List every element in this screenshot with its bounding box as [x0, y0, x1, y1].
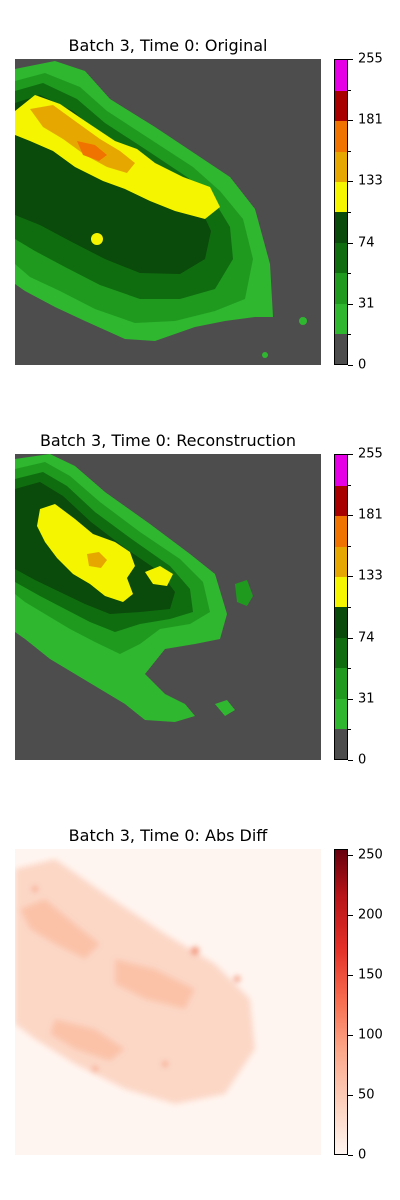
colorbar-segment-3: [335, 242, 347, 274]
colorbar-tick-4: [348, 243, 353, 244]
colorbar-tick-label-4: 181: [358, 112, 383, 128]
colorbar-tick-label-5: 255: [358, 51, 383, 67]
colorbar-minor-tick-3: [348, 668, 351, 669]
colorbar-tick-4: [348, 638, 353, 639]
reconstruction-title: Batch 3, Time 0: Reconstruction: [39, 431, 297, 450]
colorbar-segment-4: [335, 212, 347, 243]
colorbar-minor-tick-5: [348, 607, 351, 608]
colorbar-segment-0: [335, 728, 347, 760]
colorbar-minor-tick-9: [348, 90, 351, 91]
colorbar-tick-8: [348, 515, 353, 516]
colorbar-tick-label-3: 133: [358, 568, 383, 584]
colorbar-minor-tick-7: [348, 546, 351, 547]
colorbar-segment-8: [335, 485, 347, 517]
colorbar-tick-8: [348, 120, 353, 121]
colorbar-segment-0: [335, 333, 347, 365]
colorbar-tick-label-0: 0: [358, 1147, 367, 1163]
colorbar-segment-3: [335, 637, 347, 669]
colorbar-tick-label-0: 0: [358, 357, 367, 373]
colorbar-minor-tick-1: [348, 334, 351, 335]
colorbar-minor-tick-1: [348, 729, 351, 730]
colorbar-minor-tick-9: [348, 485, 351, 486]
colorbar-tick-6: [348, 181, 353, 182]
colorbar-segment-1: [335, 303, 347, 335]
original-heatmap: [15, 59, 321, 365]
absdiff-panel: Batch 3, Time 0: Abs Diff 0 50 100 150 200 25…: [0, 790, 400, 1185]
absdiff-colorbar: [334, 849, 348, 1155]
colorbar-tick-2: [348, 1035, 353, 1036]
colorbar-tick-1: [348, 1095, 353, 1096]
colorbar-segment-8: [335, 90, 347, 122]
colorbar-segment-5: [335, 576, 347, 608]
colorbar-tick-2: [348, 304, 353, 305]
colorbar-tick-2: [348, 699, 353, 700]
colorbar-tick-label-2: 74: [358, 630, 375, 646]
colorbar-tick-label-1: 31: [358, 296, 375, 312]
colorbar-tick-label-2: 74: [358, 235, 375, 251]
colorbar-tick-label-1: 31: [358, 691, 375, 707]
colorbar-tick-0: [348, 365, 353, 366]
colorbar-tick-10: [348, 59, 353, 60]
colorbar-tick-label-4: 200: [358, 907, 383, 923]
colorbar-tick-label-2: 100: [358, 1027, 383, 1043]
colorbar-segment-6: [335, 546, 347, 578]
original-field: [15, 61, 307, 358]
colorbar-tick-4: [348, 915, 353, 916]
absdiff-field: [15, 859, 255, 1104]
absdiff-title: Batch 3, Time 0: Abs Diff: [68, 826, 268, 845]
colorbar-tick-label-3: 150: [358, 967, 383, 983]
reconstruction-colorbar: [334, 454, 348, 760]
colorbar-minor-tick-3: [348, 273, 351, 274]
colorbar-tick-6: [348, 576, 353, 577]
original-title: Batch 3, Time 0: Original: [68, 36, 268, 55]
colorbar-tick-label-5: 255: [358, 446, 383, 462]
colorbar-segment-1: [335, 698, 347, 730]
colorbar-segment-9: [335, 455, 347, 486]
colorbar-tick-label-3: 133: [358, 173, 383, 189]
colorbar-segment-7: [335, 120, 347, 152]
colorbar-tick-label-5: 250: [358, 847, 383, 863]
colorbar-tick-5: [348, 855, 353, 856]
colorbar-segment-4: [335, 607, 347, 638]
colorbar-tick-0: [348, 1155, 353, 1156]
colorbar-minor-tick-5: [348, 212, 351, 213]
colorbar-segment-5: [335, 181, 347, 213]
colorbar-segment-2: [335, 667, 347, 699]
colorbar-segment-6: [335, 151, 347, 183]
colorbar-tick-label-4: 181: [358, 507, 383, 523]
colorbar-tick-label-0: 0: [358, 752, 367, 768]
colorbar-segment-2: [335, 272, 347, 304]
original-panel: Batch 3, Time 0: Original 0 31 74 133 181 255: [0, 0, 400, 395]
reconstruction-panel: Batch 3, Time 0: Reconstruction 0 31 74 133…: [0, 395, 400, 790]
colorbar-tick-10: [348, 454, 353, 455]
colorbar-tick-0: [348, 760, 353, 761]
original-colorbar: [334, 59, 348, 365]
colorbar-segment-7: [335, 515, 347, 547]
colorbar-minor-tick-7: [348, 151, 351, 152]
colorbar-segment-9: [335, 60, 347, 91]
colorbar-tick-label-1: 50: [358, 1087, 375, 1103]
reconstruction-field: [15, 454, 253, 722]
colorbar-tick-3: [348, 975, 353, 976]
absdiff-heatmap: [15, 849, 321, 1155]
reconstruction-heatmap: [15, 454, 321, 760]
